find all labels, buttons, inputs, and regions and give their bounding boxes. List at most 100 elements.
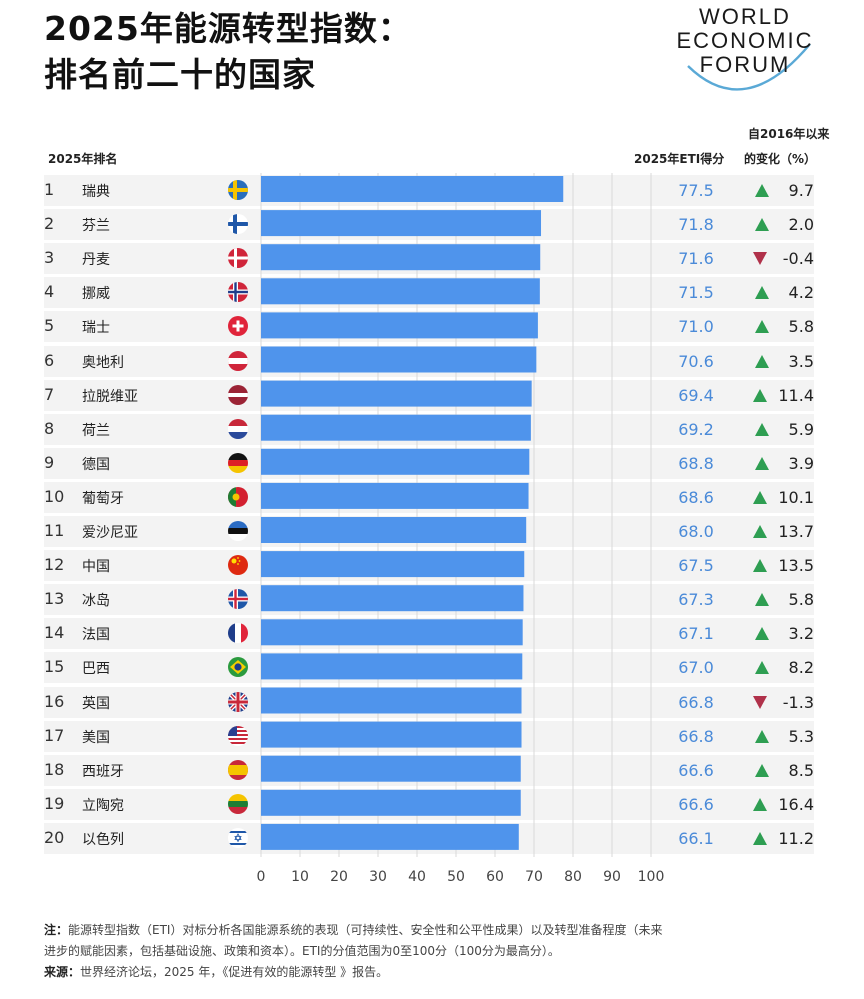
rank-number: 13: [44, 589, 65, 609]
change-column-header-line2: 的变化（%）: [744, 152, 817, 166]
change-value: 8.2: [788, 658, 814, 678]
country-name: 芬兰: [82, 218, 110, 235]
note-label: 注：: [44, 923, 69, 937]
change-value: 10.1: [778, 487, 814, 507]
eti-score: 66.6: [678, 760, 714, 780]
rank-number: 11: [44, 521, 65, 540]
change-value: 3.5: [788, 351, 814, 371]
es-flag-icon: [228, 759, 248, 780]
country-name: 德国: [82, 456, 110, 473]
eti-score: 77.5: [678, 181, 714, 200]
eti-score: 66.8: [678, 692, 714, 712]
gb-flag-icon: [228, 691, 248, 712]
change-value: 3.2: [788, 624, 814, 644]
de-flag-icon: [228, 452, 248, 473]
rank-number: 8: [44, 418, 55, 438]
decrease-triangle-icon: [753, 252, 767, 266]
country-name: 荷兰: [82, 422, 110, 439]
increase-triangle-icon: [753, 490, 767, 504]
nl-flag-icon: [228, 418, 248, 439]
at-flag-icon: [228, 350, 248, 371]
rank-number: 18: [44, 759, 65, 779]
rank-number: 17: [44, 725, 65, 745]
increase-triangle-icon: [755, 286, 769, 300]
increase-triangle-icon: [753, 831, 767, 845]
increase-triangle-icon: [755, 593, 769, 607]
rank-number: 12: [44, 555, 65, 575]
eti-score: 66.8: [678, 726, 714, 746]
country-name: 奥地利: [82, 354, 124, 371]
pt-flag-icon: [228, 486, 248, 507]
change-value: 5.8: [788, 590, 814, 610]
change-value: -1.3: [782, 692, 814, 712]
eti-score: 68.6: [678, 487, 714, 507]
increase-triangle-icon: [755, 320, 769, 334]
country-name: 爱沙尼亚: [82, 525, 138, 541]
rank-number: 7: [44, 384, 55, 404]
country-name: 中国: [82, 559, 110, 576]
score-column-header: 2025年ETI得分: [634, 152, 725, 166]
decrease-triangle-icon: [753, 695, 767, 709]
country-name: 拉脱维亚: [82, 388, 138, 405]
logo-line-1: WORLD: [699, 4, 791, 29]
country-name: 冰岛: [82, 593, 110, 610]
rank-number: 19: [44, 793, 65, 813]
country-name: 瑞典: [82, 184, 110, 200]
x-tick-label: 100: [638, 869, 665, 885]
rank-number: 16: [44, 691, 65, 711]
eti-score: 68.8: [678, 453, 714, 473]
eti-score: 71.6: [678, 249, 714, 269]
x-tick-label: 80: [564, 869, 582, 885]
increase-triangle-icon: [755, 354, 769, 368]
eti-score: 71.5: [678, 283, 714, 303]
country-name: 美国: [82, 729, 110, 746]
change-value: -0.4: [782, 249, 814, 269]
eti-score: 69.2: [678, 419, 714, 439]
is-flag-icon: [228, 589, 248, 610]
change-value: 5.9: [788, 419, 814, 439]
change-value: 5.3: [788, 726, 814, 746]
ee-flag-icon: [228, 521, 248, 541]
rank-number: 20: [44, 827, 65, 847]
increase-triangle-icon: [755, 661, 769, 675]
change-value: 4.2: [788, 283, 814, 303]
note-text-line-2: 进步的赋能因素，包括基础设施、政策和资本）。ETI的分值范围为0至100分（10…: [44, 944, 560, 958]
increase-triangle-icon: [755, 422, 769, 436]
increase-triangle-icon: [755, 729, 769, 743]
increase-triangle-icon: [753, 797, 767, 811]
increase-triangle-icon: [755, 218, 769, 232]
eti-score: 67.3: [678, 590, 714, 610]
rank-number: 14: [44, 623, 65, 643]
increase-triangle-icon: [755, 456, 769, 470]
change-value: 16.4: [778, 794, 814, 814]
rank-number: 15: [44, 657, 65, 677]
title-line-2: 排名前二十的国家: [44, 55, 316, 94]
eti-score: 67.0: [678, 658, 714, 678]
source-text: 世界经济论坛，2025 年，《促进有效的能源转型 》报告。: [80, 965, 389, 979]
il-flag-icon: [228, 827, 248, 848]
rank-number: 10: [44, 486, 65, 506]
change-value: 11.2: [778, 828, 814, 848]
country-name: 西班牙: [82, 763, 124, 780]
increase-triangle-icon: [753, 388, 767, 402]
ch-flag-icon: [228, 316, 248, 337]
eti-score: 66.1: [678, 828, 714, 848]
rank-number: 6: [44, 350, 55, 370]
eti-score: 66.6: [678, 794, 714, 814]
country-name: 英国: [82, 695, 110, 712]
increase-triangle-icon: [753, 525, 767, 538]
logo-line-2: ECONOMIC: [676, 28, 814, 53]
rank-number: 4: [44, 282, 55, 302]
chart-title: 2025年能源转型指数： 排名前二十的国家: [44, 6, 412, 98]
fi-flag-icon: [228, 214, 248, 235]
x-tick-label: 30: [369, 869, 387, 885]
country-name: 丹麦: [82, 252, 110, 269]
x-tick-label: 60: [486, 869, 504, 885]
x-tick-label: 70: [525, 869, 543, 885]
rank-number: 2: [44, 214, 55, 234]
rank-number: 5: [44, 316, 55, 336]
change-value: 9.7: [788, 181, 814, 200]
x-tick-label: 0: [257, 869, 266, 885]
increase-triangle-icon: [755, 763, 769, 777]
change-value: 2.0: [788, 215, 814, 235]
